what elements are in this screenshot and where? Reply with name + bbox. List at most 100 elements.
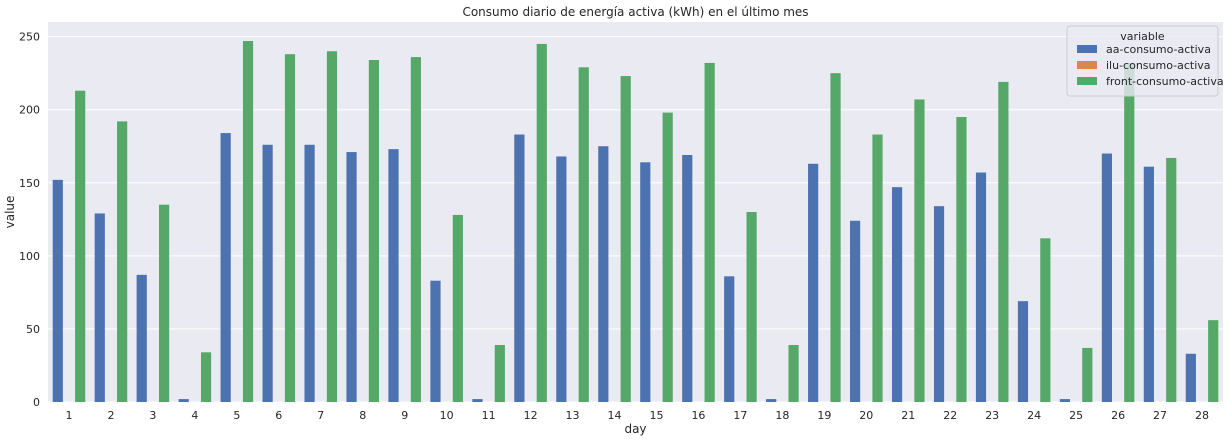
x-tick-label: 18 <box>775 409 789 422</box>
bar-aa-consumo-activa-11 <box>472 399 483 402</box>
bar-front-consumo-activa-9 <box>410 57 421 402</box>
x-tick-label: 15 <box>649 409 663 422</box>
bar-aa-consumo-activa-1 <box>52 179 63 402</box>
bar-aa-consumo-activa-2 <box>94 213 105 402</box>
bar-aa-consumo-activa-26 <box>1101 153 1112 402</box>
bar-front-consumo-activa-2 <box>117 121 128 402</box>
bar-aa-consumo-activa-16 <box>682 155 693 402</box>
bar-aa-consumo-activa-17 <box>724 276 735 402</box>
bar-aa-consumo-activa-25 <box>1059 399 1071 402</box>
bar-aa-consumo-activa-22 <box>933 206 945 402</box>
bar-front-consumo-activa-25 <box>1082 347 1093 402</box>
bar-front-consumo-activa-7 <box>326 51 338 402</box>
y-tick-label: 250 <box>19 31 40 44</box>
bar-front-consumo-activa-11 <box>494 345 505 402</box>
x-tick-label: 6 <box>275 409 282 422</box>
x-tick-label: 2 <box>107 409 114 422</box>
legend-swatch <box>1077 45 1097 53</box>
bar-front-consumo-activa-4 <box>200 352 212 402</box>
bar-aa-consumo-activa-10 <box>430 280 441 402</box>
legend-label: aa-consumo-activa <box>1106 43 1211 56</box>
legend-label: front-consumo-activa <box>1106 75 1224 88</box>
bar-front-consumo-activa-5 <box>242 41 254 402</box>
x-tick-label: 28 <box>1195 409 1209 422</box>
bar-front-consumo-activa-14 <box>620 76 631 403</box>
bar-aa-consumo-activa-12 <box>514 134 525 403</box>
x-tick-label: 5 <box>233 409 240 422</box>
x-tick-label: 1 <box>65 409 72 422</box>
x-tick-label: 26 <box>1111 409 1125 422</box>
bar-front-consumo-activa-21 <box>914 99 925 402</box>
bar-aa-consumo-activa-20 <box>850 220 861 402</box>
x-tick-label: 23 <box>985 409 999 422</box>
x-tick-label: 4 <box>191 409 198 422</box>
y-tick-label: 200 <box>19 104 40 117</box>
bar-front-consumo-activa-17 <box>746 212 757 402</box>
bar-aa-consumo-activa-21 <box>891 187 903 402</box>
bar-aa-consumo-activa-18 <box>766 399 777 402</box>
bar-front-consumo-activa-22 <box>956 117 967 402</box>
bar-front-consumo-activa-10 <box>452 214 463 402</box>
legend-box <box>1066 25 1219 97</box>
bar-front-consumo-activa-13 <box>578 67 589 403</box>
bar-aa-consumo-activa-4 <box>178 399 189 402</box>
y-tick-label: 50 <box>26 323 40 336</box>
bar-front-consumo-activa-8 <box>368 60 380 402</box>
x-tick-label: 20 <box>859 409 873 422</box>
bar-front-consumo-activa-19 <box>830 73 841 403</box>
legend-label: ilu-consumo-activa <box>1106 59 1211 72</box>
chart-title: Consumo diario de energía activa (kWh) e… <box>462 5 808 19</box>
bar-front-consumo-activa-1 <box>75 90 86 402</box>
bar-front-consumo-activa-3 <box>159 204 170 402</box>
bar-aa-consumo-activa-6 <box>262 144 273 402</box>
bar-front-consumo-activa-27 <box>1166 157 1177 402</box>
x-tick-label: 16 <box>691 409 705 422</box>
bar-aa-consumo-activa-9 <box>388 149 399 402</box>
x-tick-label: 21 <box>901 409 915 422</box>
bar-aa-consumo-activa-8 <box>346 152 357 402</box>
bar-front-consumo-activa-20 <box>872 134 883 403</box>
x-axis-label: day <box>624 422 646 436</box>
x-tick-label: 25 <box>1069 409 1083 422</box>
bar-front-consumo-activa-15 <box>662 112 673 402</box>
x-tick-labels: 1 2 3 4 5 6 7 8 9 10 11 12 13 14 15 16 17 18 19 20 21 22 23 24 2… <box>65 409 1209 422</box>
x-tick-label: 22 <box>943 409 957 422</box>
x-tick-label: 14 <box>608 409 622 422</box>
bar-front-consumo-activa-23 <box>998 81 1009 402</box>
y-tick-label: 0 <box>33 396 40 409</box>
legend: variable aa-consumo-activa ilu-consumo-ac… <box>1066 25 1224 97</box>
bar-front-consumo-activa-16 <box>704 62 715 403</box>
bar-aa-consumo-activa-13 <box>556 156 567 402</box>
bar-aa-consumo-activa-14 <box>598 146 609 402</box>
legend-swatch <box>1077 61 1097 69</box>
x-tick-label: 7 <box>317 409 324 422</box>
x-tick-label: 12 <box>524 409 538 422</box>
x-tick-label: 27 <box>1153 409 1167 422</box>
bar-aa-consumo-activa-27 <box>1143 166 1154 402</box>
x-tick-label: 24 <box>1027 409 1041 422</box>
bar-aa-consumo-activa-19 <box>808 163 819 402</box>
y-tick-labels: 0 50 100 150 200 250 <box>19 31 40 409</box>
x-tick-label: 11 <box>482 409 496 422</box>
bar-aa-consumo-activa-3 <box>136 274 147 402</box>
bar-aa-consumo-activa-5 <box>220 133 231 403</box>
x-tick-label: 13 <box>566 409 580 422</box>
bar-aa-consumo-activa-23 <box>975 172 987 402</box>
bar-front-consumo-activa-24 <box>1040 238 1051 402</box>
bar-front-consumo-activa-28 <box>1208 320 1219 402</box>
x-tick-label: 19 <box>817 409 831 422</box>
x-tick-label: 10 <box>440 409 454 422</box>
y-tick-label: 150 <box>19 177 40 190</box>
bars <box>52 41 1219 403</box>
y-tick-label: 100 <box>19 250 40 263</box>
bar-front-consumo-activa-6 <box>284 54 296 403</box>
x-tick-label: 17 <box>733 409 747 422</box>
bar-aa-consumo-activa-15 <box>640 162 651 402</box>
bar-aa-consumo-activa-7 <box>304 144 315 402</box>
x-tick-label: 3 <box>149 409 156 422</box>
bar-aa-consumo-activa-24 <box>1017 301 1029 402</box>
bar-front-consumo-activa-26 <box>1124 62 1135 403</box>
bar-aa-consumo-activa-28 <box>1185 353 1196 402</box>
